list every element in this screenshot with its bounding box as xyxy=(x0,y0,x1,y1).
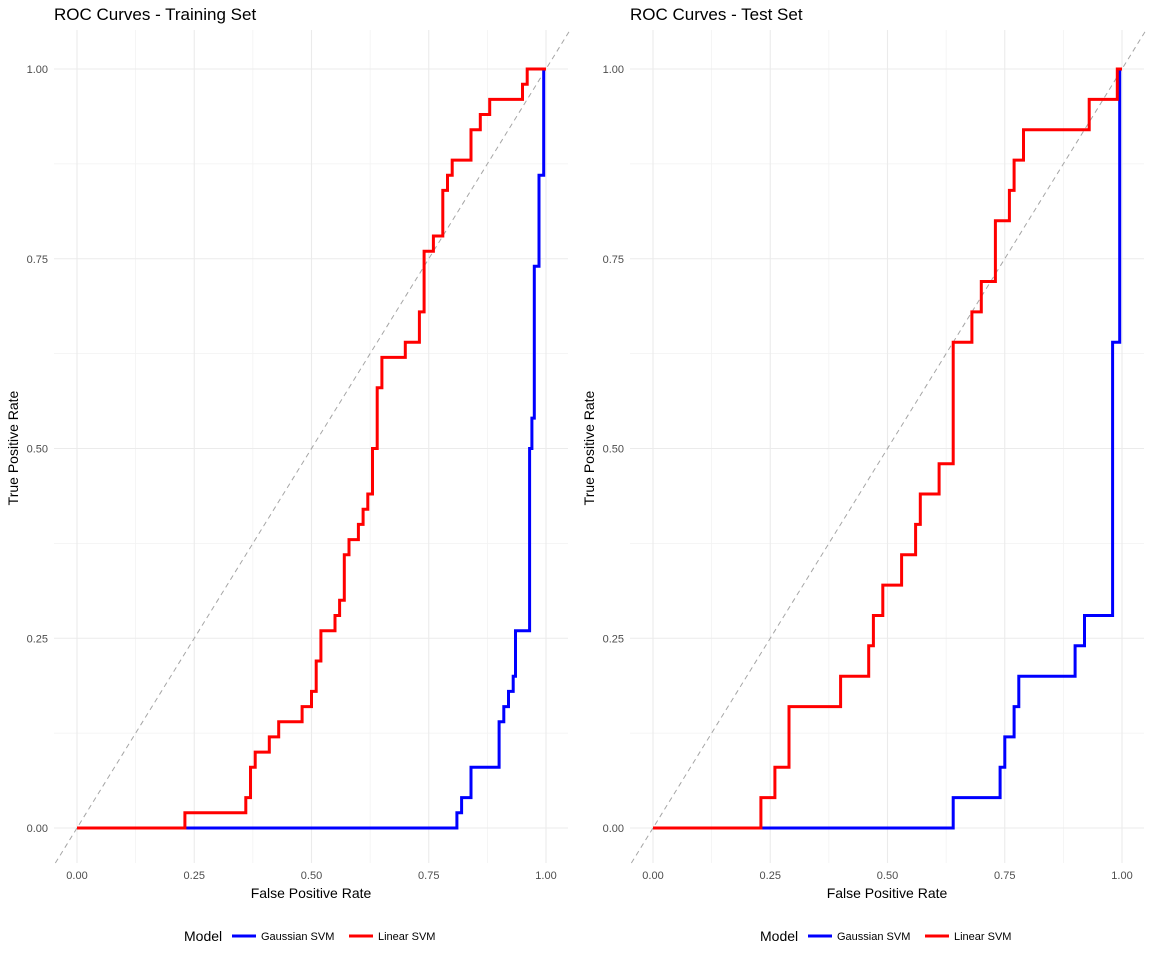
training-linear-svm-curve xyxy=(77,67,546,830)
legend-title-right: Model xyxy=(760,928,798,944)
training-y-axis-label: True Positive Rate xyxy=(5,390,21,505)
training-x-tick-label: 0.00 xyxy=(66,870,87,882)
training-gaussian-svm-curve xyxy=(77,67,546,830)
training-roc-panel: ROC Curves - Training Set False Positive… xyxy=(5,5,571,901)
legend-label-linear-left: Linear SVM xyxy=(378,931,435,943)
legend: Model Gaussian SVM Linear SVM Model Gaus… xyxy=(184,928,1011,944)
test-chart-title: ROC Curves - Test Set xyxy=(630,5,803,24)
training-x-tick-label: 0.50 xyxy=(301,870,322,882)
test-y-tick-label: 0.50 xyxy=(603,444,624,456)
test-y-tick-label: 0.75 xyxy=(603,254,624,266)
test-y-tick-label: 0.00 xyxy=(603,823,624,835)
training-x-axis-label: False Positive Rate xyxy=(251,885,372,901)
test-roc-panel: ROC Curves - Test Set False Positive Rat… xyxy=(581,5,1147,901)
legend-title-left: Model xyxy=(184,928,222,944)
test-y-tick-label: 1.00 xyxy=(603,64,624,76)
training-y-tick-label: 1.00 xyxy=(27,64,48,76)
training-x-tick-label: 1.00 xyxy=(535,870,556,882)
test-x-tick-label: 0.75 xyxy=(994,870,1015,882)
legend-label-gaussian-left: Gaussian SVM xyxy=(261,931,334,943)
training-x-tick-label: 0.75 xyxy=(418,870,439,882)
test-linear-svm-curve xyxy=(653,67,1122,830)
training-diagonal-reference-line xyxy=(54,29,571,864)
test-x-axis-label: False Positive Rate xyxy=(827,885,948,901)
legend-label-linear-right: Linear SVM xyxy=(954,931,1011,943)
legend-label-gaussian-right: Gaussian SVM xyxy=(837,931,910,943)
test-y-axis-label: True Positive Rate xyxy=(581,390,597,505)
training-gridlines xyxy=(54,30,568,863)
training-y-tick-label: 0.75 xyxy=(27,254,48,266)
test-x-tick-label: 0.25 xyxy=(760,870,781,882)
test-x-tick-label: 0.50 xyxy=(877,870,898,882)
test-diagonal-reference-line xyxy=(630,29,1147,864)
test-gridlines xyxy=(630,30,1144,863)
training-y-tick-label: 0.25 xyxy=(27,633,48,645)
test-y-tick-label: 0.25 xyxy=(603,633,624,645)
training-x-tick-label: 0.25 xyxy=(184,870,205,882)
test-x-tick-label: 1.00 xyxy=(1111,870,1132,882)
training-y-tick-label: 0.50 xyxy=(27,444,48,456)
training-y-tick-label: 0.00 xyxy=(27,823,48,835)
test-x-tick-label: 0.00 xyxy=(642,870,663,882)
training-chart-title: ROC Curves - Training Set xyxy=(54,5,256,24)
test-gaussian-svm-curve xyxy=(653,67,1122,830)
